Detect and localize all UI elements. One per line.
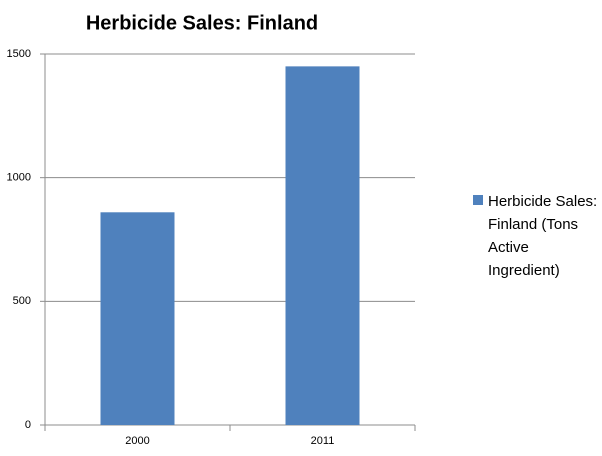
y-tick-label: 1500 [7,48,31,60]
y-tick-label: 0 [25,419,31,431]
y-tick-label: 1000 [7,172,31,184]
legend-label: Herbicide Sales: Finland (Tons Active In… [488,193,598,279]
x-tick-label: 2000 [125,435,149,447]
bar [285,66,360,425]
x-tick-label: 2011 [311,435,335,447]
legend-swatch [473,195,483,205]
y-tick-label: 500 [13,295,31,307]
chart-title: Herbicide Sales: Finland [86,12,318,34]
bar [100,212,175,425]
